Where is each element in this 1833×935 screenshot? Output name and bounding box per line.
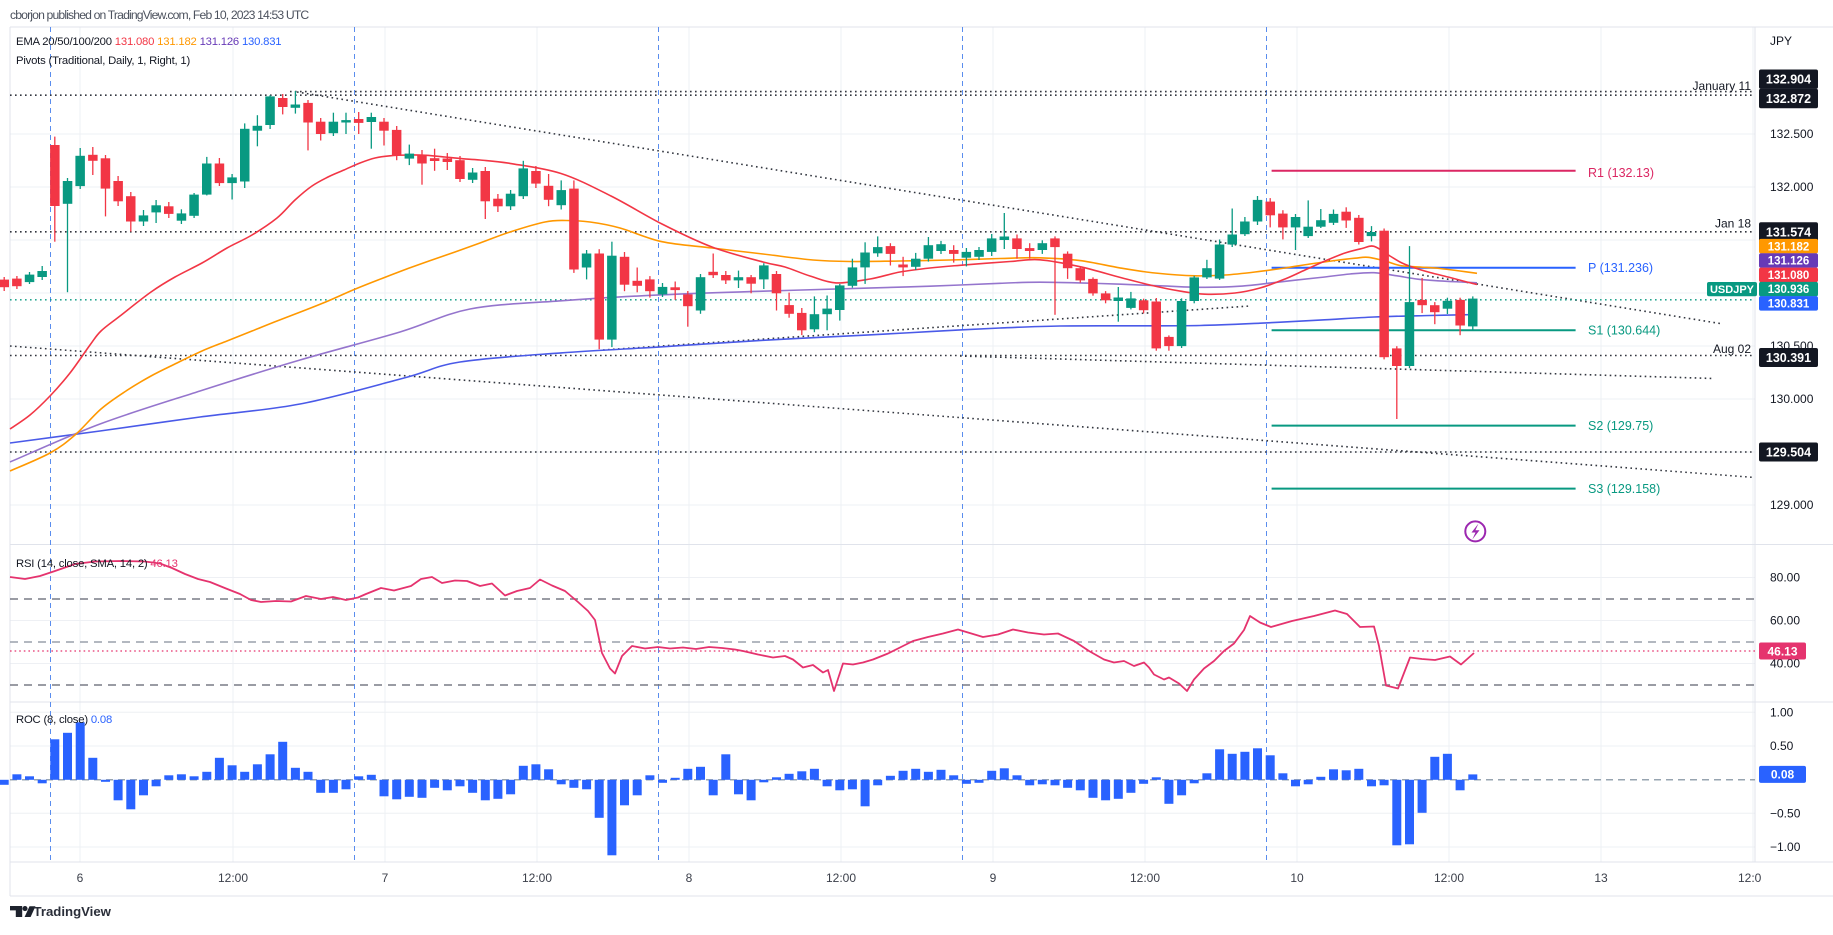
svg-text:80.00: 80.00 (1770, 571, 1800, 585)
svg-text:12:0: 12:0 (1738, 871, 1762, 885)
svg-text:0.08: 0.08 (1771, 768, 1795, 782)
svg-text:−1.00: −1.00 (1770, 840, 1801, 854)
svg-text:1.00: 1.00 (1770, 706, 1794, 720)
svg-text:7: 7 (382, 871, 389, 885)
svg-text:9: 9 (990, 871, 997, 885)
svg-text:6: 6 (77, 871, 84, 885)
svg-text:TradingView: TradingView (34, 904, 112, 919)
svg-text:12:00: 12:00 (522, 871, 552, 885)
svg-text:130.391: 130.391 (1766, 351, 1811, 365)
svg-text:12:00: 12:00 (218, 871, 248, 885)
svg-text:131.080: 131.080 (1768, 270, 1810, 282)
svg-text:13: 13 (1594, 871, 1608, 885)
svg-text:131.574: 131.574 (1766, 225, 1811, 239)
svg-text:S2 (129.75): S2 (129.75) (1588, 419, 1653, 433)
svg-text:S1 (130.644): S1 (130.644) (1588, 324, 1660, 338)
svg-text:10: 10 (1290, 871, 1304, 885)
svg-text:EMA 20/50/100/200 131.080 131.: EMA 20/50/100/200 131.080 131.182 131.12… (16, 36, 281, 48)
svg-text:132.904: 132.904 (1766, 73, 1811, 87)
svg-text:USDJPY: USDJPY (1710, 284, 1755, 296)
svg-text:131.126: 131.126 (1768, 256, 1810, 268)
svg-text:12:00: 12:00 (826, 871, 856, 885)
svg-text:S3 (129.158): S3 (129.158) (1588, 482, 1660, 496)
svg-text:132.500: 132.500 (1770, 127, 1814, 141)
svg-text:Aug 02: Aug 02 (1713, 342, 1751, 356)
svg-text:8: 8 (686, 871, 693, 885)
svg-text:12:00: 12:00 (1434, 871, 1464, 885)
svg-text:cborjon published on TradingVi: cborjon published on TradingView.com, Fe… (10, 8, 309, 22)
svg-text:46.13: 46.13 (1767, 644, 1797, 658)
svg-text:129.504: 129.504 (1766, 446, 1811, 460)
svg-text:January 11: January 11 (1693, 79, 1752, 93)
svg-text:129.000: 129.000 (1770, 498, 1814, 512)
svg-text:Pivots (Traditional, Daily, 1,: Pivots (Traditional, Daily, 1, Right, 1) (16, 55, 191, 67)
svg-text:−0.50: −0.50 (1770, 807, 1801, 821)
svg-text:R1 (132.13): R1 (132.13) (1588, 166, 1654, 180)
svg-text:132.000: 132.000 (1770, 180, 1814, 194)
svg-text:130.831: 130.831 (1768, 299, 1810, 311)
svg-text:ROC (8, close) 0.08: ROC (8, close) 0.08 (16, 714, 112, 726)
svg-text:12:00: 12:00 (1130, 871, 1160, 885)
svg-text:131.182: 131.182 (1768, 241, 1810, 253)
svg-text:130.936: 130.936 (1768, 284, 1810, 296)
svg-text:40.00: 40.00 (1770, 657, 1800, 671)
svg-text:130.000: 130.000 (1770, 392, 1814, 406)
svg-text:60.00: 60.00 (1770, 614, 1800, 628)
svg-text:P (131.236): P (131.236) (1588, 261, 1653, 275)
svg-text:RSI (14, close, SMA, 14, 2) 46: RSI (14, close, SMA, 14, 2) 46.13 (16, 558, 178, 570)
svg-text:0.50: 0.50 (1770, 739, 1794, 753)
svg-text:132.872: 132.872 (1766, 92, 1811, 106)
svg-text:Jan 18: Jan 18 (1715, 216, 1751, 230)
svg-text:JPY: JPY (1770, 34, 1792, 48)
